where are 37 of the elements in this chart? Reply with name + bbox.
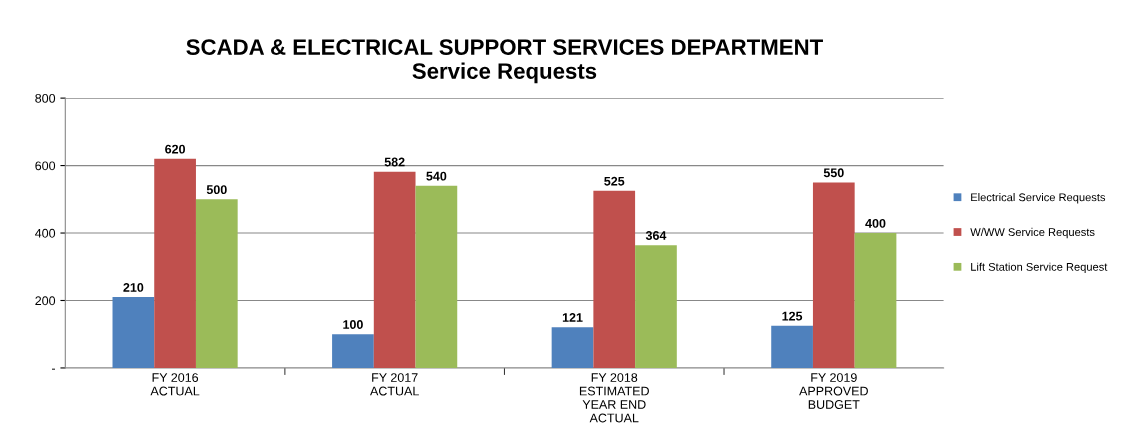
y-tick-label: 400 — [35, 228, 56, 238]
data-label: 525 — [604, 176, 625, 186]
y-tick-label: 800 — [35, 93, 56, 103]
data-label: 550 — [823, 168, 844, 178]
legend-label: W/WW Service Requests — [970, 227, 1095, 239]
data-label: 364 — [645, 231, 667, 240]
x-tick-label: FY 2016 ACTUAL — [150, 373, 200, 396]
data-label: 100 — [343, 320, 363, 329]
bar — [415, 185, 458, 368]
bar — [854, 233, 897, 368]
bar — [812, 182, 855, 368]
bar — [635, 245, 677, 368]
data-label: 620 — [165, 144, 186, 154]
y-tick-label: 200 — [35, 296, 56, 306]
y-tick-label: - — [51, 368, 56, 370]
legend-label: Lift Station Service Request — [971, 262, 1108, 274]
x-tick-label: FY 2018 ESTIMATED YEAR END ACTUAL — [579, 373, 649, 423]
bar — [373, 171, 416, 368]
data-label: 121 — [562, 313, 583, 322]
data-label: 210 — [123, 283, 144, 292]
bar — [593, 190, 636, 368]
chart-title: SCADA & ELECTRICAL SUPPORT SERVICES DEPARTMENT Service Requests — [186, 39, 823, 84]
y-tick-label: 600 — [35, 161, 56, 171]
bar — [771, 325, 813, 368]
bar — [112, 297, 155, 368]
data-label: 540 — [426, 171, 447, 181]
bar — [551, 327, 594, 368]
bar — [195, 199, 238, 368]
x-tick-label: FY 2017 ACTUAL — [370, 373, 419, 396]
data-label: 125 — [782, 311, 803, 321]
data-label: 400 — [865, 218, 886, 228]
bar — [332, 334, 374, 368]
bar — [154, 158, 196, 368]
legend-label: Electrical Service Requests — [971, 193, 1106, 204]
data-label: 500 — [206, 185, 227, 195]
data-label: 582 — [384, 157, 405, 167]
x-tick-label: FY 2019 APPROVED BUDGET — [799, 373, 868, 409]
